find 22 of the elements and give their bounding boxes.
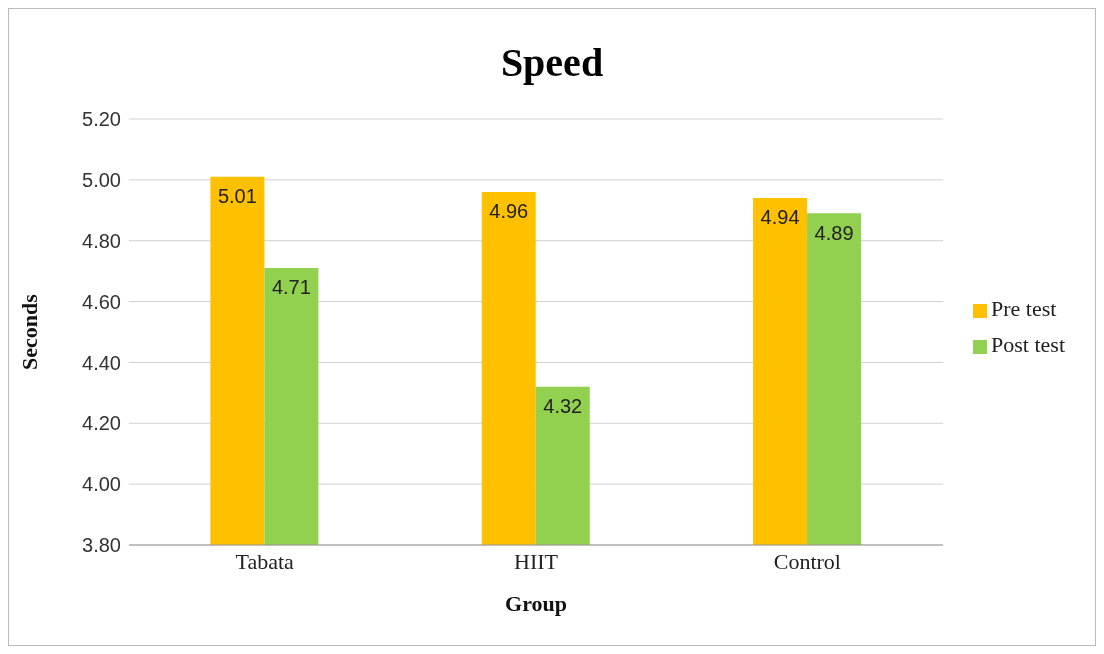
y-tick-label: 4.60 (82, 290, 121, 313)
y-tick-label: 3.80 (82, 534, 121, 557)
y-tick-label: 4.40 (82, 351, 121, 374)
data-label: 4.32 (543, 394, 583, 417)
y-tick-label: 4.20 (82, 412, 121, 435)
y-tick-label: 4.00 (82, 473, 121, 496)
data-label: 4.96 (489, 200, 529, 223)
legend-label: Pre test (991, 296, 1057, 321)
data-label: 4.71 (271, 276, 311, 299)
y-tick-label: 4.80 (82, 229, 121, 252)
chart-title: Speed (499, 39, 605, 86)
y-axis-title: Seconds (16, 293, 42, 370)
legend-label: Post test (991, 332, 1065, 357)
y-tick-label: 5.20 (82, 108, 121, 131)
data-label: 5.01 (217, 185, 257, 208)
x-tick-label: Control (773, 548, 841, 574)
data-label: 4.89 (814, 221, 854, 244)
x-tick-label: Tabata (235, 548, 295, 574)
y-tick-label: 5.00 (82, 168, 121, 191)
data-label: 4.94 (760, 206, 800, 229)
x-tick-label: HIIT (514, 548, 559, 574)
x-axis-title: Group (505, 590, 567, 616)
